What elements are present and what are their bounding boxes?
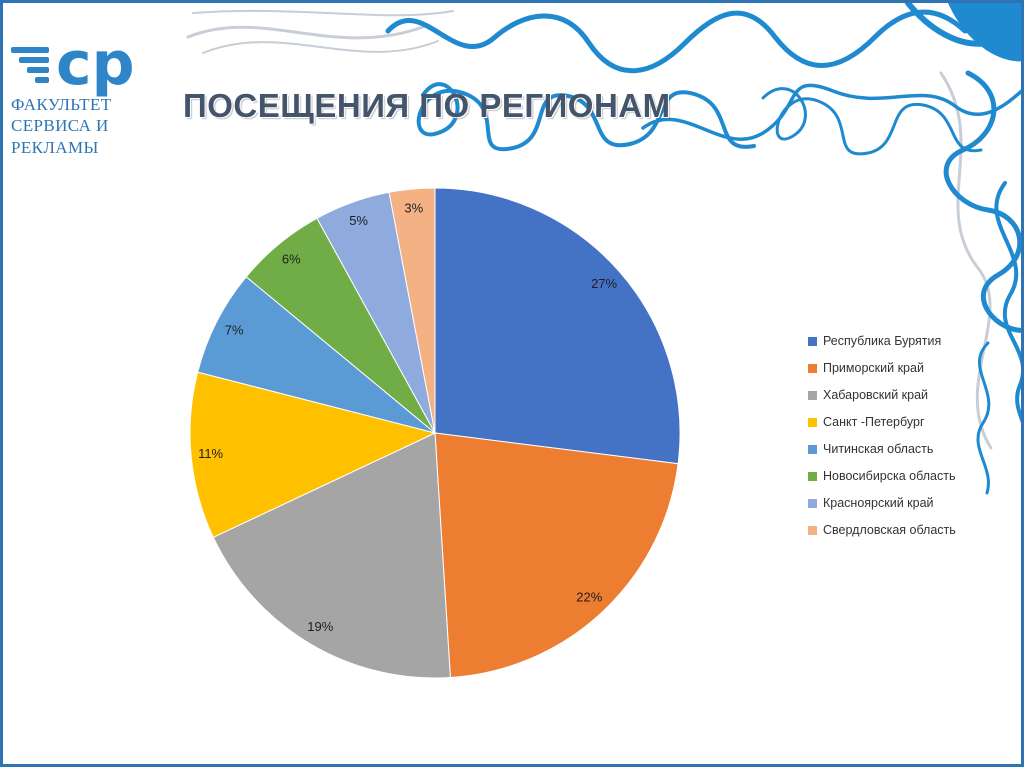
legend-label: Свердловская область bbox=[823, 523, 956, 537]
pie-slice-label: 6% bbox=[282, 251, 301, 266]
pie-slice-3 bbox=[212, 432, 451, 679]
pie-slice-label: 22% bbox=[576, 589, 602, 604]
faculty-logo: ср ФАКУЛЬТЕТ СЕРВИСА И РЕКЛАМЫ bbox=[11, 29, 191, 158]
legend-marker bbox=[808, 525, 817, 535]
chart-legend: Республика Бурятия Приморский край Хабаров… bbox=[808, 332, 956, 548]
pie-slice-label: 5% bbox=[349, 213, 368, 228]
legend-item: Новосибирска область bbox=[808, 467, 956, 485]
legend-item: Читинская область bbox=[808, 440, 956, 458]
legend-label: Хабаровский край bbox=[823, 388, 929, 402]
pie-slice-4 bbox=[189, 371, 437, 538]
legend-marker bbox=[808, 498, 817, 508]
legend-item: Республика Бурятия bbox=[808, 332, 956, 350]
legend-label: Читинская область bbox=[823, 442, 934, 456]
pie-chart: 27% 22% 19% 11% 7% 6% 5% 3% bbox=[189, 187, 681, 679]
pie-slice-label: 3% bbox=[404, 201, 423, 216]
legend-marker bbox=[808, 444, 817, 454]
pie-slice-label: 11% bbox=[198, 446, 223, 461]
legend-marker bbox=[808, 363, 817, 373]
logo-text-line2: СЕРВИСА И РЕКЛАМЫ bbox=[11, 116, 109, 157]
legend-marker bbox=[808, 471, 817, 481]
pie-slice-label: 27% bbox=[591, 276, 617, 291]
legend-label: Приморский край bbox=[823, 361, 924, 375]
pie-slice-2 bbox=[434, 432, 679, 679]
legend-label: Новосибирска область bbox=[823, 469, 956, 483]
legend-label: Санкт -Петербург bbox=[823, 415, 925, 429]
slide-title: ПОСЕЩЕНИЯ ПО РЕГИОНАМ bbox=[183, 87, 671, 124]
legend-marker bbox=[808, 336, 817, 346]
legend-label: Республика Бурятия bbox=[823, 334, 942, 348]
logo-text-line1: ФАКУЛЬТЕТ bbox=[11, 95, 112, 114]
pie-slice-1 bbox=[434, 187, 681, 465]
logo-mark-row: ср bbox=[11, 29, 191, 99]
legend-item: Свердловская область bbox=[808, 521, 956, 539]
legend-marker bbox=[808, 417, 817, 427]
logo-mark: ср bbox=[56, 29, 135, 99]
legend-marker bbox=[808, 390, 817, 400]
legend-item: Хабаровский край bbox=[808, 386, 956, 404]
legend-item: Красноярский край bbox=[808, 494, 956, 512]
legend-item: Приморский край bbox=[808, 359, 956, 377]
pie-slice-8 bbox=[388, 187, 436, 434]
logo-text: ФАКУЛЬТЕТ СЕРВИСА И РЕКЛАМЫ bbox=[11, 94, 191, 158]
pie-slice-label: 19% bbox=[307, 619, 333, 634]
logo-bars-icon bbox=[11, 46, 49, 83]
legend-item: Санкт -Петербург bbox=[808, 413, 956, 431]
pie-slice-label: 7% bbox=[225, 323, 244, 338]
legend-label: Красноярский край bbox=[823, 496, 934, 510]
pie-slice-5 bbox=[197, 276, 436, 434]
